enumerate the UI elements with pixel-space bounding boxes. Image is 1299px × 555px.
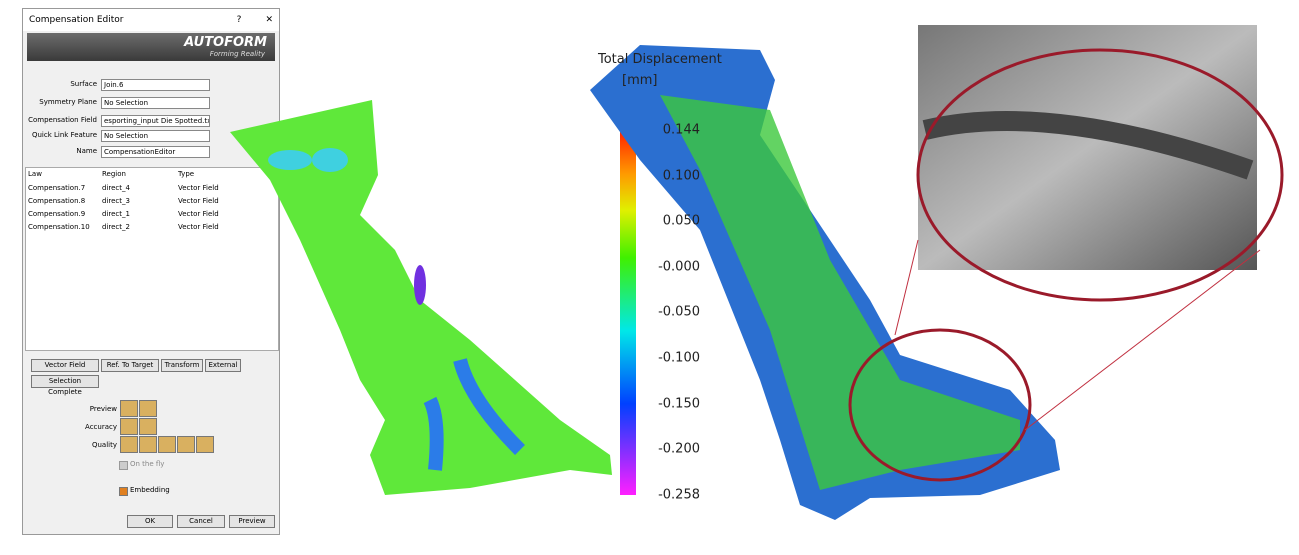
focus-ring — [848, 328, 1032, 482]
connector — [894, 239, 919, 336]
option-label: Accuracy — [85, 423, 117, 431]
column-header: Law — [28, 170, 42, 178]
hot-spot — [414, 265, 426, 305]
checkbox[interactable] — [119, 487, 128, 496]
tick-label: -0.000 — [658, 259, 700, 275]
part-left — [230, 100, 612, 495]
field-value[interactable]: CompensationEditor — [101, 146, 210, 158]
tick-label: -0.100 — [658, 350, 700, 366]
footer-button[interactable]: OK — [127, 515, 173, 528]
cell: Vector Field — [178, 210, 219, 218]
field-label: Compensation Field — [28, 116, 97, 124]
option-icon[interactable] — [177, 436, 195, 453]
cell: direct_1 — [102, 210, 130, 218]
option-icon[interactable] — [139, 418, 157, 435]
cell: direct_4 — [102, 184, 130, 192]
part-strain — [660, 95, 1020, 490]
field-value[interactable]: esporting_input Die Spotted.txt — [101, 115, 210, 127]
cell: Compensation.8 — [28, 197, 86, 205]
cell: Vector Field — [178, 184, 219, 192]
column-header: Type — [178, 170, 195, 178]
button[interactable]: Selection Complete — [31, 375, 99, 396]
tick-label: -0.050 — [658, 304, 700, 320]
option-icon[interactable] — [158, 436, 176, 453]
field-label: Symmetry Plane — [39, 98, 97, 106]
cell: Vector Field — [178, 223, 219, 231]
column-header: Region — [102, 170, 126, 178]
option-label: Preview — [89, 405, 117, 413]
field-value[interactable]: No Selection — [101, 97, 210, 109]
cell: Compensation.10 — [28, 223, 90, 231]
option-icon[interactable] — [139, 400, 157, 417]
checkbox-label: On the fly — [130, 460, 165, 468]
hot-band — [423, 358, 525, 471]
hot-spot — [312, 148, 348, 172]
option-icon[interactable] — [139, 436, 157, 453]
checkbox-label: Embedding — [130, 486, 170, 494]
legend-ticks: 0.144 0.100 0.050 -0.000 -0.050 -0.100 -0.150 -… — [600, 0, 700, 555]
logo-bar: AUTOFORM Forming Reality — [27, 33, 275, 61]
connector — [1024, 249, 1261, 431]
cell: Compensation.7 — [28, 184, 86, 192]
button[interactable]: Ref. To Target — [101, 359, 159, 372]
tick-label: 0.144 — [662, 122, 700, 138]
logo: AUTOFORM — [184, 35, 267, 50]
footer-button[interactable]: Cancel — [177, 515, 225, 528]
cell: Vector Field — [178, 197, 219, 205]
tick-label: 0.050 — [662, 213, 700, 229]
color-bar — [620, 130, 636, 495]
dialog-title: Compensation Editor — [29, 15, 124, 25]
field-value[interactable]: Join.6 — [101, 79, 210, 91]
field-value[interactable]: No Selection — [101, 130, 210, 142]
button[interactable]: External — [205, 359, 241, 372]
button[interactable]: Transform — [161, 359, 203, 372]
table: Law Region Type Compensation.7 direct_4 Vecto… — [25, 167, 279, 351]
option-label: Quality — [91, 441, 117, 449]
option-icon[interactable] — [120, 418, 138, 435]
zoom-feature — [922, 111, 1254, 180]
button[interactable]: Vector Field — [31, 359, 99, 372]
footer-button[interactable]: Preview — [229, 515, 275, 528]
tick-label: -0.258 — [658, 487, 700, 503]
field-label: Quick Link Feature — [31, 131, 97, 139]
dialog: Compensation Editor? ✕ AUTOFORM Forming R… — [22, 8, 280, 535]
field-label: Surface — [70, 80, 97, 88]
cell: Compensation.9 — [28, 210, 86, 218]
option-icon[interactable] — [120, 400, 138, 417]
close[interactable]: ✕ — [265, 15, 273, 25]
legend-unit: [mm] — [622, 73, 657, 88]
tick-label: -0.200 — [658, 441, 700, 457]
tagline: Forming Reality — [209, 50, 265, 58]
legend-title: Total Displacement — [597, 52, 722, 67]
tick-label: -0.150 — [658, 396, 700, 412]
option-icon[interactable] — [120, 436, 138, 453]
field-label: Name — [76, 147, 97, 155]
option-icon[interactable] — [196, 436, 214, 453]
zoom-ring — [916, 48, 1284, 302]
help[interactable]: ? — [236, 15, 242, 25]
checkbox[interactable] — [119, 461, 128, 470]
cell: direct_3 — [102, 197, 130, 205]
tick-label: 0.100 — [662, 168, 700, 184]
title-bar: Compensation Editor? ✕ — [23, 9, 279, 31]
cell: direct_2 — [102, 223, 130, 231]
hot-spot — [268, 150, 312, 170]
